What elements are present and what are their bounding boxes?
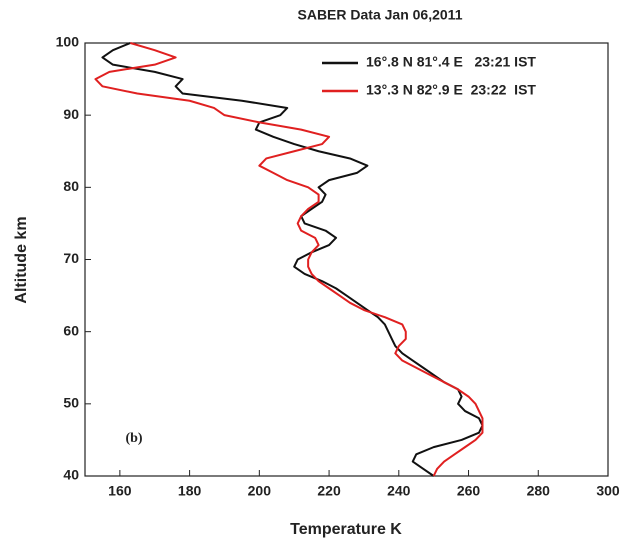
y-tick-label: 100	[56, 34, 80, 50]
x-tick-label: 260	[457, 483, 481, 499]
data-line	[101, 42, 484, 477]
x-tick-label: 200	[248, 483, 272, 499]
annotation: (b)	[125, 431, 142, 446]
x-axis-label: Temperature K	[290, 521, 402, 538]
chart-title: SABER Data Jan 06,2011	[298, 7, 463, 23]
x-tick-label: 180	[178, 483, 202, 499]
y-tick-label: 80	[63, 178, 79, 194]
x-tick-label: 160	[108, 483, 132, 499]
y-tick-label: 60	[63, 322, 79, 338]
x-tick-label: 220	[317, 483, 341, 499]
y-tick-label: 50	[63, 395, 79, 411]
x-tick-label: 300	[596, 483, 620, 499]
y-axis-label: Altitude km	[13, 216, 30, 303]
x-tick-label: 280	[527, 483, 551, 499]
plot-frame	[84, 42, 609, 477]
legend-label: 13°.3 N 82°.9 E 23:22 IST	[366, 82, 536, 98]
x-tick-label: 240	[387, 483, 411, 499]
legend-label: 16°.8 N 81°.4 E 23:21 IST	[366, 54, 536, 70]
data-line	[94, 42, 484, 477]
y-tick-label: 40	[63, 467, 79, 483]
y-tick-label: 70	[63, 250, 79, 266]
y-tick-label: 90	[63, 106, 79, 122]
